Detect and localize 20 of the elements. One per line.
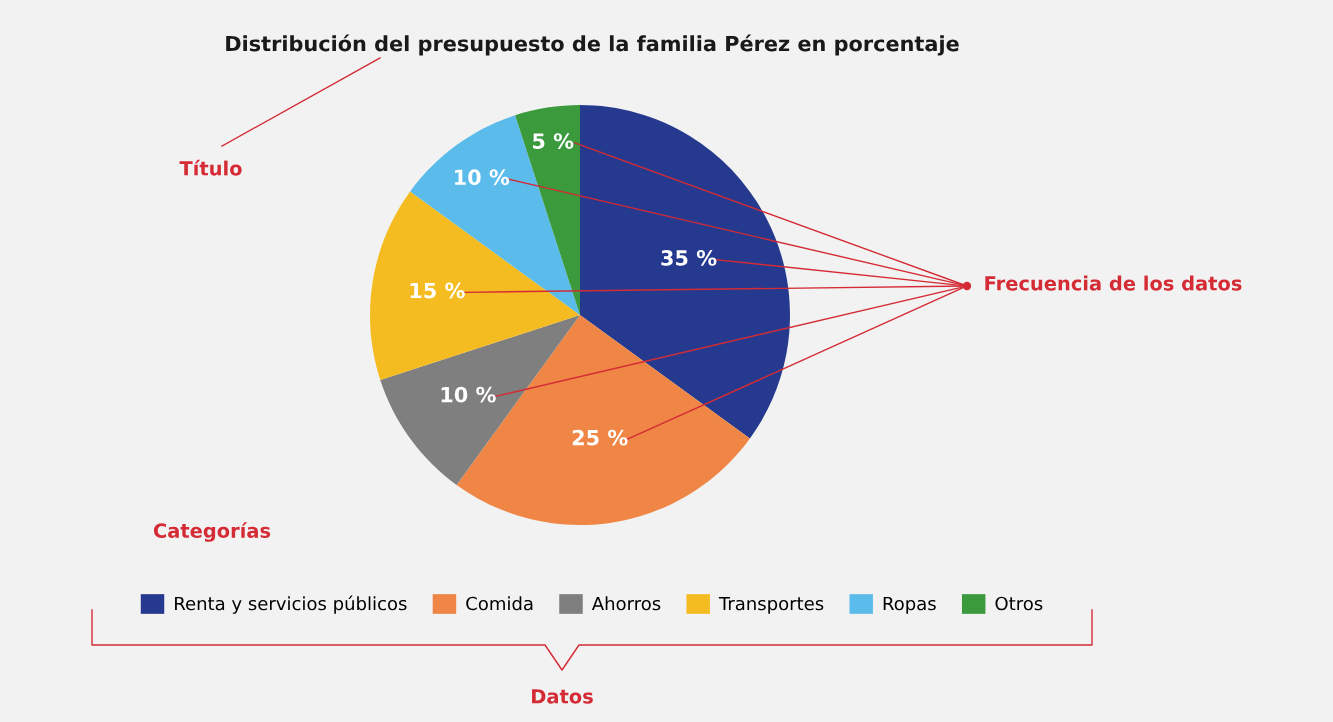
data-label: 15 % (410, 282, 465, 299)
data-label: 10 % (455, 169, 510, 186)
data-label: 5 % (533, 133, 574, 149)
legend-label: Ropas (883, 596, 936, 614)
legend-label: Otros (995, 596, 1043, 611)
pie-slice (370, 191, 580, 380)
legend-label: Ahorros (591, 596, 661, 611)
chart-title: Distribución del presupuesto de la familia Pérez en porcentaje (226, 34, 959, 56)
text: Categorías (153, 522, 271, 542)
legend-label: Renta y servicios públicos (175, 595, 407, 614)
pie-slice (410, 115, 580, 315)
data-label: 10 % (441, 386, 496, 403)
data-label: 35 % (661, 249, 717, 266)
legend-label: Comida (466, 596, 533, 611)
text: Frecuencia de los datos (985, 275, 1242, 291)
data-label: 25 % (572, 429, 628, 446)
legend-label: Transportes (718, 596, 824, 614)
pie-slice (515, 105, 580, 315)
text: Datos (532, 689, 593, 704)
text: Título (179, 159, 242, 176)
